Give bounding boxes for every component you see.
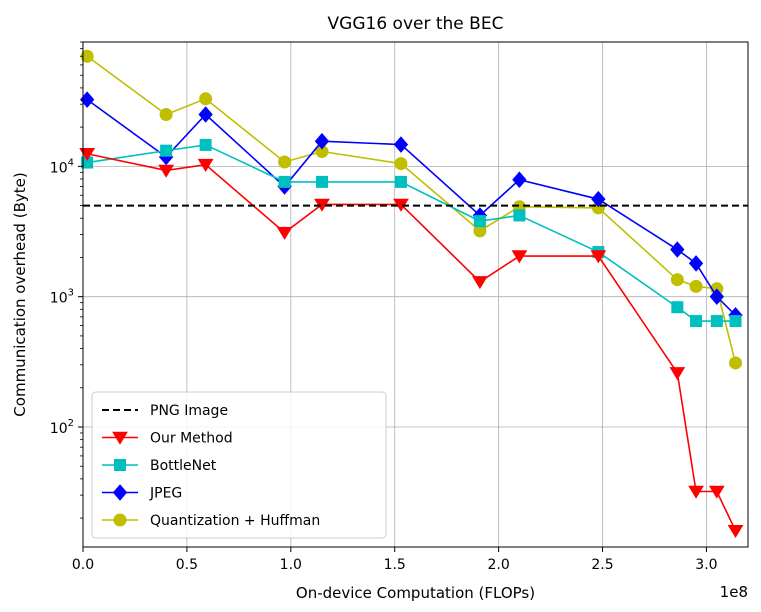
data-point <box>158 164 175 178</box>
data-point <box>160 144 173 157</box>
legend-box <box>91 391 387 539</box>
chart-title: VGG16 over the BEC <box>328 14 504 34</box>
data-point <box>708 485 725 499</box>
data-point <box>710 315 723 328</box>
data-point <box>512 171 527 188</box>
data-point <box>393 136 409 153</box>
x-axis-multiplier: 1e8 <box>720 583 748 601</box>
y-tick-base: 10 <box>50 421 68 437</box>
legend-label: BottleNet <box>150 458 217 474</box>
series-layer <box>79 49 748 538</box>
legend-marker <box>114 459 126 471</box>
data-point <box>671 301 684 314</box>
data-point <box>688 255 704 272</box>
y-tick-base: 10 <box>50 160 68 176</box>
legend-label: Quantization + Huffman <box>150 513 320 529</box>
data-point <box>689 279 703 293</box>
legend-item: PNG Image <box>102 403 228 419</box>
data-point <box>473 215 486 228</box>
data-point <box>394 157 408 171</box>
y-tick-label: 102 <box>50 418 74 437</box>
legend-item: JPEG <box>102 484 182 502</box>
data-point <box>729 315 742 328</box>
legend-label: PNG Image <box>150 403 228 419</box>
data-point <box>690 315 703 328</box>
legend-item: Our Method <box>102 431 233 447</box>
y-tick-exponent: 4 <box>68 157 74 168</box>
data-point <box>688 485 704 499</box>
data-point <box>511 250 528 264</box>
data-point <box>198 106 213 123</box>
data-point <box>727 524 744 538</box>
data-point <box>709 288 724 305</box>
legend-label: Our Method <box>150 431 233 447</box>
y-tick-label: 103 <box>50 288 74 307</box>
x-tick-label: 3.0 <box>695 557 717 573</box>
series-1 <box>79 147 744 538</box>
data-point <box>159 107 173 121</box>
legend: PNG Image Our Method BottleNet JPEG Quantiza… <box>91 391 387 539</box>
data-point <box>199 92 213 106</box>
legend-marker <box>112 431 128 445</box>
y-tick-base: 10 <box>50 291 68 307</box>
y-tick-exponent: 3 <box>68 288 74 299</box>
y-axis-label: Communication overhead (Byte) <box>11 172 29 416</box>
legend-label: JPEG <box>149 486 182 502</box>
x-tick-label: 1.5 <box>384 557 406 573</box>
data-point <box>669 367 686 381</box>
data-point <box>278 175 291 188</box>
data-point <box>199 138 212 151</box>
legend-marker <box>112 484 128 501</box>
data-point <box>278 155 292 169</box>
data-point <box>394 175 407 188</box>
data-point <box>197 158 214 172</box>
data-point <box>729 356 743 370</box>
y-tick-label: 104 <box>50 157 74 176</box>
data-point <box>590 250 607 264</box>
legend-item: BottleNet <box>102 458 217 474</box>
data-point <box>513 209 526 222</box>
data-point <box>79 147 96 161</box>
x-tick-label: 0.5 <box>176 557 198 573</box>
data-point <box>276 226 293 240</box>
data-point <box>315 175 328 188</box>
data-point <box>670 241 685 258</box>
data-point <box>591 190 606 208</box>
x-tick-label: 0.0 <box>72 557 94 573</box>
x-tick-label: 2.0 <box>487 557 509 573</box>
x-tick-label: 2.5 <box>591 557 613 573</box>
data-point <box>314 132 330 150</box>
legend-marker <box>113 513 127 527</box>
plot-frame <box>82 41 749 548</box>
y-tick-exponent: 2 <box>68 418 74 429</box>
x-axis-label: On-device Computation (FLOPs) <box>296 584 535 602</box>
data-point <box>670 273 684 287</box>
data-point <box>472 276 488 290</box>
x-tick-label: 1.0 <box>280 557 302 573</box>
legend-item: Quantization + Huffman <box>102 513 320 529</box>
